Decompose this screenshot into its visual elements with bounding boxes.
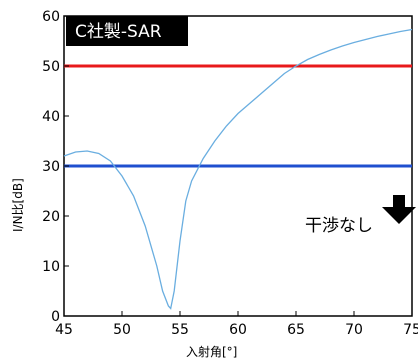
y-tick-labels: 0 10 20 30 40 50 60 <box>42 9 60 325</box>
y-tick-label: 0 <box>51 309 60 325</box>
x-tick-label: 55 <box>171 322 189 338</box>
x-tick-label: 45 <box>55 322 73 338</box>
y-tick-label: 50 <box>42 59 60 75</box>
threshold-lines <box>64 64 412 168</box>
annotation-text: 干渉なし <box>305 216 373 236</box>
axes <box>63 15 413 317</box>
chart-title: C社製-SAR <box>75 22 162 42</box>
title-box: C社製-SAR <box>66 16 188 46</box>
down-arrow-icon <box>382 195 416 224</box>
x-tick-label: 60 <box>229 322 247 338</box>
series-line-1 <box>63 28 413 310</box>
x-tick-label: 50 <box>113 322 131 338</box>
y-tick-label: 10 <box>42 259 60 275</box>
y-tick-label: 20 <box>42 209 60 225</box>
y-tick-label: 60 <box>42 9 60 25</box>
x-tick-label: 75 <box>403 322 418 338</box>
x-tick-label: 70 <box>345 322 363 338</box>
y-tick-label: 30 <box>42 159 60 175</box>
x-axis-label: 入射角[°] <box>186 344 237 359</box>
series-group <box>63 28 413 310</box>
x-tick-labels: 45 50 55 60 65 70 75 <box>55 322 418 338</box>
y-axis-label: I/N比[dB] <box>11 178 25 232</box>
x-tick-label: 65 <box>287 322 305 338</box>
y-tick-label: 40 <box>42 109 60 125</box>
